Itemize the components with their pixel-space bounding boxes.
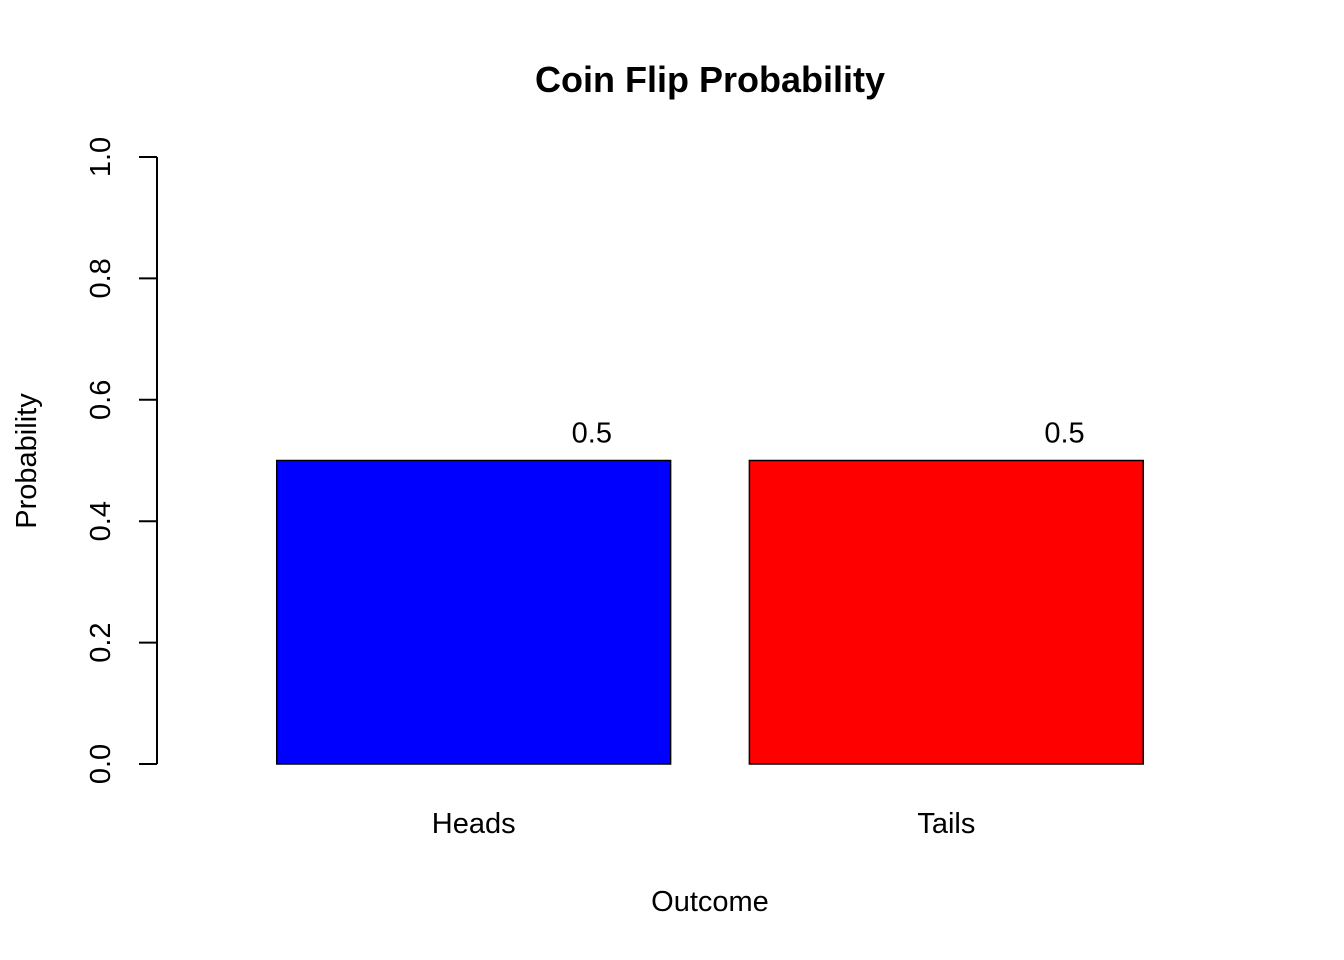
bar-heads	[275, 459, 672, 765]
y-axis-label: Probability	[11, 393, 43, 529]
x-tick-label: Heads	[432, 808, 516, 840]
x-tick-labels: Heads Tails	[432, 808, 976, 840]
data-label: 0.5	[1044, 418, 1084, 450]
y-tick-label: 1.0	[85, 137, 117, 177]
y-tick-label: 0.2	[85, 622, 117, 662]
y-axis: 0.0 0.2 0.4 0.6 0.8 1.0	[85, 137, 158, 784]
data-labels: 0.5 0.5	[572, 418, 1085, 450]
y-tick-label: 0.6	[85, 380, 117, 420]
x-tick-label: Tails	[917, 808, 975, 840]
chart-title: Coin Flip Probability	[535, 59, 885, 100]
y-tick-label: 0.0	[85, 744, 117, 784]
bar-tails	[748, 459, 1145, 765]
y-tick-label: 0.8	[85, 258, 117, 298]
x-axis-label: Outcome	[651, 886, 769, 918]
data-label: 0.5	[572, 418, 612, 450]
bars	[275, 459, 1145, 765]
y-tick-label: 0.4	[85, 501, 117, 541]
